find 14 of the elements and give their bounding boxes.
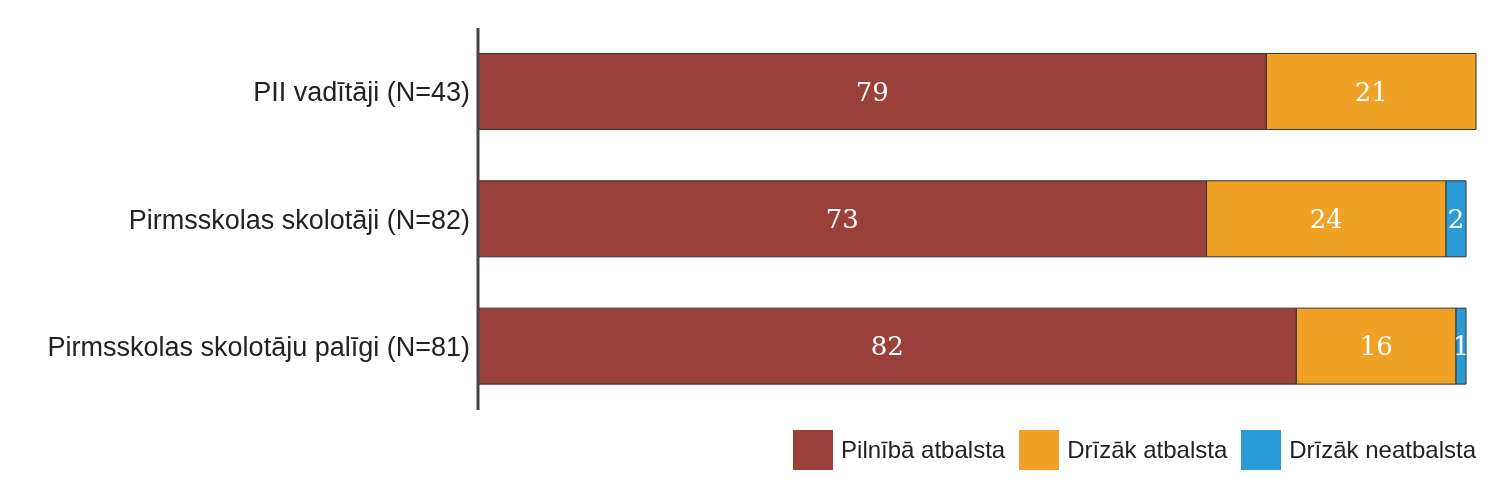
data-label: 73	[825, 204, 859, 235]
legend-label: Drīzāk atbalsta	[1067, 436, 1228, 464]
legend-label: Drīzāk neatbalsta	[1289, 436, 1476, 464]
data-label: 24	[1309, 204, 1343, 235]
y-tick-label: PII vadītāji (N=43)	[253, 77, 470, 108]
data-label: 16	[1359, 331, 1393, 362]
data-label: 82	[870, 331, 904, 362]
y-tick-label: Pirmsskolas skolotāji (N=82)	[128, 204, 470, 235]
data-label: 21	[1354, 76, 1388, 107]
data-label: 79	[855, 76, 889, 107]
text: Pilnībā atbalsta	[841, 436, 1006, 464]
data-label: 1	[1452, 331, 1470, 362]
data-label: 2	[1447, 204, 1465, 235]
y-tick-label: Pirmsskolas skolotāju palīgi (N=81)	[47, 331, 470, 362]
